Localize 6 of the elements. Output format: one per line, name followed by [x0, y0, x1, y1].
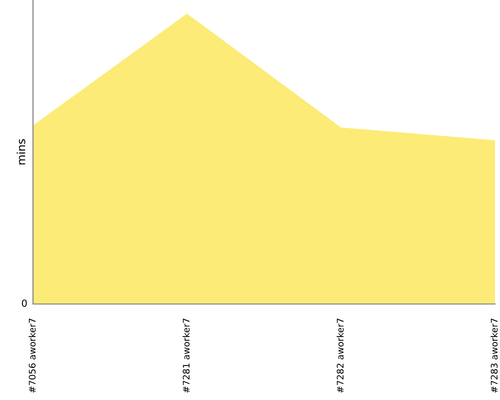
x-tick-label: #7056 aworker7: [28, 318, 36, 393]
x-tick-label: #7283 aworker7: [490, 318, 498, 393]
y-axis-title: mins: [16, 139, 26, 164]
x-tick-label: #7282 aworker7: [336, 318, 344, 393]
text: 0: [22, 299, 27, 307]
x-tick-label: #7281 aworker7: [182, 318, 190, 393]
